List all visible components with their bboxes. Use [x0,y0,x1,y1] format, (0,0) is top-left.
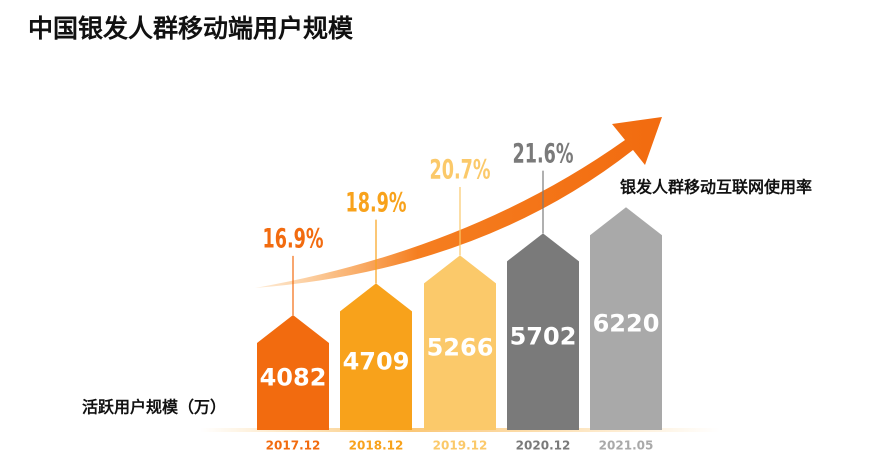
x-tick-label: 2017.12 [266,439,321,453]
trend-arrow [255,117,662,288]
rate-label: 20.7% [429,155,490,186]
bar-value-label: 5266 [427,334,494,362]
x-tick-label: 2018.12 [349,439,404,453]
legend-rate: 银发人群移动互联网使用率 [620,178,812,197]
rate-label: 21.6% [512,139,573,170]
bar-value-label: 4082 [260,363,327,391]
bar [424,255,496,430]
rate-label: 18.9% [345,188,406,219]
bar-value-label: 4709 [343,348,410,376]
x-tick-label: 2020.12 [516,439,571,453]
bar [507,233,579,430]
legend-bars: 活跃用户规模（万） [82,398,226,417]
bar-value-label: 5702 [510,323,577,351]
x-tick-label: 2019.12 [433,439,488,453]
bar [340,283,412,430]
bar [590,207,662,430]
bar-value-label: 6220 [593,310,660,338]
bar [257,314,329,430]
chart-title: 中国银发人群移动端用户规模 [28,14,354,43]
rate-label: 16.9% [262,224,323,255]
x-tick-label: 2021.05 [599,439,654,453]
